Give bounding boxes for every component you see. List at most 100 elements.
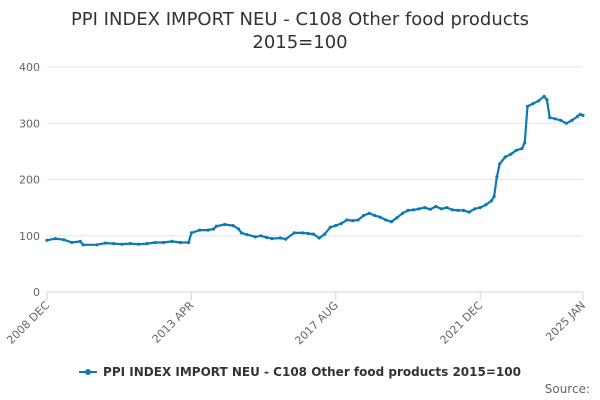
data-point[interactable]: [523, 141, 527, 145]
data-point[interactable]: [112, 242, 116, 246]
data-point[interactable]: [462, 208, 466, 212]
data-point[interactable]: [434, 204, 438, 209]
data-point[interactable]: [445, 206, 449, 210]
data-point[interactable]: [103, 241, 107, 245]
data-point[interactable]: [339, 221, 343, 225]
data-point[interactable]: [548, 116, 552, 120]
data-point[interactable]: [189, 231, 193, 235]
data-point[interactable]: [456, 208, 460, 212]
data-point[interactable]: [525, 104, 530, 108]
data-point[interactable]: [239, 231, 243, 235]
grid: [47, 66, 583, 237]
data-point[interactable]: [306, 231, 310, 236]
data-point[interactable]: [187, 240, 191, 245]
data-point[interactable]: [323, 232, 327, 236]
data-point[interactable]: [212, 227, 216, 231]
data-point[interactable]: [545, 98, 549, 102]
data-point[interactable]: [198, 228, 202, 232]
data-point[interactable]: [206, 228, 210, 232]
data-point[interactable]: [78, 239, 82, 243]
data-point[interactable]: [345, 218, 349, 222]
data-point[interactable]: [373, 213, 377, 218]
data-point[interactable]: [428, 207, 432, 211]
data-point[interactable]: [520, 147, 524, 151]
data-point[interactable]: [128, 242, 132, 246]
data-point[interactable]: [400, 211, 405, 215]
data-point[interactable]: [439, 207, 443, 211]
data-point[interactable]: [312, 232, 316, 236]
data-point[interactable]: [581, 113, 585, 117]
data-point[interactable]: [62, 238, 66, 242]
data-point[interactable]: [423, 206, 427, 210]
data-point[interactable]: [284, 237, 288, 241]
data-point[interactable]: [137, 242, 141, 246]
data-point[interactable]: [53, 237, 57, 241]
data-point[interactable]: [395, 216, 399, 220]
data-point[interactable]: [153, 240, 157, 245]
data-point[interactable]: [478, 206, 482, 210]
data-point[interactable]: [356, 218, 360, 222]
chart-title-line-2: 2015=100: [252, 32, 348, 53]
data-point[interactable]: [406, 208, 410, 212]
data-point[interactable]: [259, 234, 263, 238]
data-point[interactable]: [489, 199, 493, 203]
data-point[interactable]: [575, 114, 580, 119]
data-point[interactable]: [531, 102, 535, 106]
y-tick-label: 400: [19, 61, 40, 74]
data-point[interactable]: [300, 231, 305, 235]
data-point[interactable]: [503, 155, 507, 159]
data-point[interactable]: [492, 194, 496, 198]
data-point[interactable]: [350, 219, 355, 223]
data-point[interactable]: [384, 218, 388, 222]
legend[interactable]: PPI INDEX IMPORT NEU - C108 Other food p…: [0, 365, 600, 379]
data-point[interactable]: [328, 225, 332, 229]
data-point[interactable]: [162, 240, 166, 245]
data-point[interactable]: [559, 118, 563, 122]
data-point[interactable]: [237, 227, 241, 231]
data-point[interactable]: [70, 240, 74, 245]
chart-title: PPI INDEX IMPORT NEU - C108 Other food p…: [0, 8, 600, 54]
data-point[interactable]: [542, 94, 546, 98]
data-point[interactable]: [231, 224, 235, 228]
data-point[interactable]: [378, 215, 382, 219]
data-point[interactable]: [389, 220, 393, 224]
data-point[interactable]: [417, 207, 421, 211]
data-point[interactable]: [578, 112, 582, 116]
series-line: [46, 95, 584, 246]
data-point[interactable]: [264, 235, 268, 239]
data-point[interactable]: [412, 208, 416, 212]
data-point[interactable]: [570, 118, 574, 122]
data-point[interactable]: [170, 239, 174, 243]
data-point[interactable]: [564, 121, 568, 125]
data-point[interactable]: [484, 203, 488, 207]
data-point[interactable]: [270, 237, 274, 241]
data-point[interactable]: [278, 236, 282, 240]
data-point[interactable]: [473, 207, 477, 211]
data-point[interactable]: [367, 211, 371, 215]
data-point[interactable]: [178, 240, 182, 245]
data-point[interactable]: [95, 243, 99, 247]
data-point[interactable]: [253, 235, 257, 239]
data-point[interactable]: [467, 210, 471, 214]
data-point[interactable]: [334, 224, 338, 228]
data-point[interactable]: [553, 117, 557, 121]
data-point[interactable]: [292, 231, 296, 235]
data-point[interactable]: [537, 99, 541, 103]
data-point[interactable]: [498, 162, 502, 166]
data-point[interactable]: [317, 236, 321, 240]
data-point[interactable]: [45, 238, 49, 242]
data-point[interactable]: [223, 222, 227, 227]
data-point[interactable]: [81, 243, 85, 247]
data-point[interactable]: [495, 175, 499, 179]
data-point[interactable]: [245, 233, 249, 237]
source-credit[interactable]: Source:: [544, 382, 590, 396]
y-tick-label: 0: [33, 286, 40, 299]
data-point[interactable]: [450, 208, 455, 212]
data-point[interactable]: [120, 242, 124, 246]
data-point[interactable]: [362, 213, 366, 218]
data-point[interactable]: [509, 152, 513, 156]
data-point[interactable]: [214, 224, 218, 228]
data-point[interactable]: [514, 148, 518, 152]
data-point[interactable]: [145, 242, 149, 246]
